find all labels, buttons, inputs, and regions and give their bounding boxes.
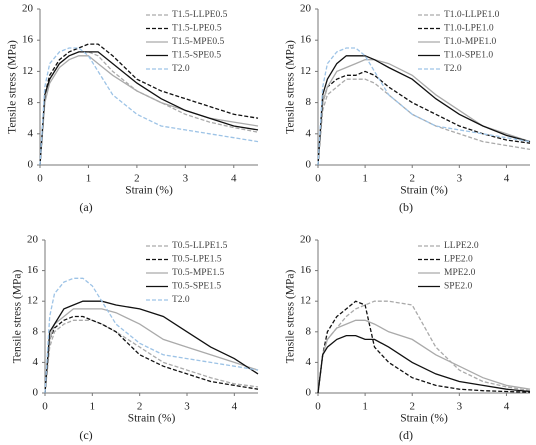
series-line xyxy=(44,277,259,394)
x-tick-label: 1 xyxy=(362,401,368,413)
legend-label: SPE2.0 xyxy=(444,282,472,292)
y-tick-label: 8 xyxy=(33,325,39,337)
series-line xyxy=(317,78,531,166)
series-line xyxy=(317,47,531,166)
x-tick-label: 4 xyxy=(231,173,237,185)
x-tick-label: 1 xyxy=(362,173,368,185)
x-tick-label: 0 xyxy=(42,401,48,413)
x-axis-title: Strain (%) xyxy=(128,413,176,425)
legend-label: T1.5-MPE0.5 xyxy=(172,37,225,47)
legend-label: T2.0 xyxy=(172,295,190,305)
y-tick-label: 4 xyxy=(306,127,312,139)
y-tick-label: 8 xyxy=(306,325,312,337)
panel-label: (a) xyxy=(79,200,92,214)
x-tick-label: 3 xyxy=(183,173,189,185)
x-tick-label: 0 xyxy=(315,401,321,413)
panel-label: (b) xyxy=(399,200,413,214)
y-tick-label: 0 xyxy=(33,387,39,399)
x-tick-label: 2 xyxy=(409,173,415,185)
panel-label: (c) xyxy=(79,428,92,442)
x-tick-label: 0 xyxy=(315,173,321,185)
legend-label: T1.5-LPE0.5 xyxy=(172,24,222,34)
x-tick-label: 4 xyxy=(232,401,238,413)
legend-label: LPE2.0 xyxy=(444,255,473,265)
y-tick-label: 20 xyxy=(300,3,312,15)
series-line xyxy=(317,55,531,166)
legend-label: T0.5-LLPE1.5 xyxy=(172,241,228,251)
x-axis-title: Strain (%) xyxy=(400,413,448,425)
y-axis-title: Tensile stress (MPa) xyxy=(285,40,297,134)
x-tick-label: 3 xyxy=(457,401,463,413)
series-line xyxy=(317,319,531,394)
y-tick-label: 8 xyxy=(306,96,312,108)
x-tick-label: 2 xyxy=(137,401,143,413)
y-tick-label: 12 xyxy=(27,295,38,307)
legend-label: MPE2.0 xyxy=(444,268,476,278)
panel-label: (d) xyxy=(399,428,413,442)
legend-label: T1.0-LLPE1.0 xyxy=(444,10,500,20)
legend-label: T2.0 xyxy=(444,64,462,74)
x-tick-label: 4 xyxy=(504,401,510,413)
series-line xyxy=(317,300,531,394)
legend-label: T2.0 xyxy=(172,64,190,74)
x-tick-label: 2 xyxy=(409,401,415,413)
y-axis-title: Tensile stress (MPa) xyxy=(7,40,19,134)
legend-label: LLPE2.0 xyxy=(444,241,479,251)
y-tick-label: 20 xyxy=(27,234,39,246)
y-tick-label: 4 xyxy=(306,356,312,368)
legend-label: T1.5-SPE0.5 xyxy=(172,51,221,61)
x-tick-label: 2 xyxy=(134,173,140,185)
series-line xyxy=(317,70,531,166)
x-tick-label: 3 xyxy=(457,173,463,185)
x-axis-title: Strain (%) xyxy=(400,185,448,197)
series-line xyxy=(39,43,259,166)
x-tick-label: 4 xyxy=(504,173,510,185)
y-tick-label: 16 xyxy=(22,34,34,46)
legend-label: T1.0-LPE1.0 xyxy=(444,24,494,34)
series-line xyxy=(317,300,531,394)
y-axis-title: Tensile stress (MPa) xyxy=(12,269,24,363)
y-tick-label: 12 xyxy=(22,65,33,77)
x-tick-label: 1 xyxy=(86,173,92,185)
legend-label: T1.0-MPE1.0 xyxy=(444,37,497,47)
y-tick-label: 4 xyxy=(33,356,39,368)
y-tick-label: 16 xyxy=(300,34,312,46)
y-tick-label: 12 xyxy=(300,295,311,307)
y-tick-label: 16 xyxy=(27,264,39,276)
y-tick-label: 16 xyxy=(300,264,312,276)
series-line xyxy=(44,300,259,394)
legend-label: T0.5-LPE1.5 xyxy=(172,255,222,265)
legend-label: T1.0-SPE1.0 xyxy=(444,51,493,61)
legend-label: T0.5-SPE1.5 xyxy=(172,282,221,292)
series-line xyxy=(39,51,259,166)
series-line xyxy=(44,319,259,394)
series-line xyxy=(44,315,259,394)
x-tick-label: 1 xyxy=(90,401,96,413)
legend-label: T0.5-MPE1.5 xyxy=(172,268,225,278)
y-tick-label: 12 xyxy=(300,65,311,77)
legend-label: T1.5-LLPE0.5 xyxy=(172,10,228,20)
x-tick-label: 3 xyxy=(184,401,190,413)
y-tick-label: 20 xyxy=(22,3,34,15)
series-line xyxy=(317,334,531,394)
x-tick-label: 0 xyxy=(37,173,43,185)
y-tick-label: 0 xyxy=(306,159,312,171)
y-tick-label: 20 xyxy=(300,234,312,246)
y-tick-label: 4 xyxy=(28,127,34,139)
y-axis-title: Tensile stress (MPa) xyxy=(285,269,297,363)
series-line xyxy=(39,55,259,166)
series-line xyxy=(39,47,259,166)
y-tick-label: 8 xyxy=(28,96,34,108)
y-tick-label: 0 xyxy=(306,387,312,399)
x-axis-title: Strain (%) xyxy=(125,185,173,197)
series-line xyxy=(44,308,259,394)
y-tick-label: 0 xyxy=(28,159,34,171)
